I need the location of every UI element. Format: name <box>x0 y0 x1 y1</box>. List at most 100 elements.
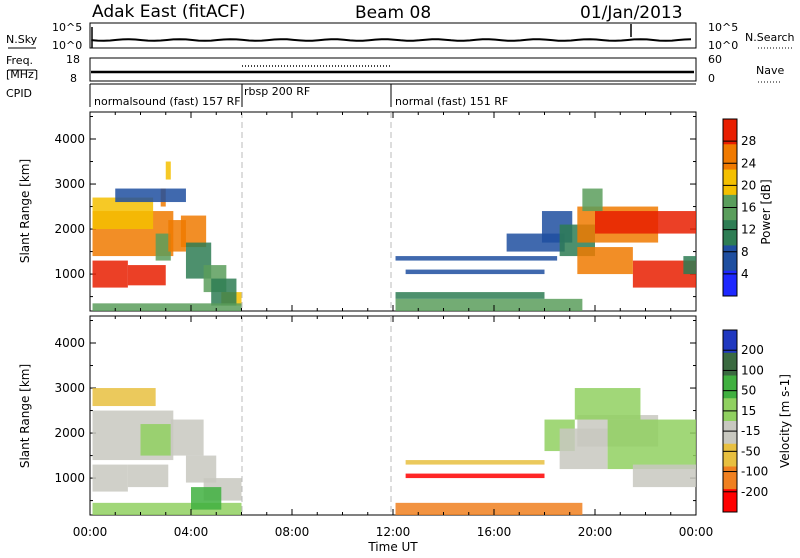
echo-region <box>92 197 154 230</box>
y-tick-label: 2000 <box>54 222 85 236</box>
nsky-tick-bottom: 10^0 <box>52 39 82 52</box>
velocity-colorbar-frame <box>722 329 738 513</box>
echo-region <box>211 278 237 306</box>
echo-region <box>395 292 545 299</box>
colorbar-cell <box>723 489 737 513</box>
nsky-trace <box>91 38 692 42</box>
colorbar-tick-label: 12 <box>741 223 756 237</box>
cpid-mode-2: rbsp 200 RF <box>244 85 310 98</box>
echo-region <box>595 211 696 234</box>
colorbar-cell <box>723 421 737 445</box>
nave-tick-bottom: 0 <box>708 72 715 85</box>
colorbar-tick-label: -50 <box>741 444 761 458</box>
colorbar-cell <box>723 144 737 171</box>
freq-unit: [MHz] <box>6 68 38 81</box>
colorbar-tick-label: 15 <box>741 404 756 418</box>
nave-tick-top: 60 <box>708 53 722 66</box>
echo-region <box>180 215 207 248</box>
date-title: 01/Jan/2013 <box>580 3 683 23</box>
velocity-colorbar-ticks: 200 100 50 15 -15 -50 -100 -200 <box>723 343 768 499</box>
y-tick-label: 3000 <box>54 177 85 191</box>
colorbar-tick-label: 20 <box>741 178 756 192</box>
x-tick-label: 20:00 <box>578 525 613 539</box>
echo-region <box>395 256 558 261</box>
y-tick-label: 2000 <box>54 426 85 440</box>
echo-region <box>140 424 171 456</box>
echo-region <box>607 419 696 470</box>
colorbar-tick-label: 4 <box>741 267 749 281</box>
echo-region <box>92 464 128 492</box>
echo-region <box>155 233 171 261</box>
time-axis-label: Time UT <box>367 540 418 554</box>
freq-panel: Freq. [MHz] 18 8 60 0 Nave <box>6 53 784 85</box>
nsky-label: N.Sky <box>6 33 38 46</box>
colorbar-cell <box>723 330 737 354</box>
beam-title: Beam 08 <box>355 3 431 23</box>
echo-region <box>165 161 171 180</box>
echo-region <box>582 188 603 212</box>
colorbar-cell <box>723 245 737 272</box>
echo-region <box>405 460 545 465</box>
nsearch-tick-top: 10^5 <box>708 21 738 34</box>
echo-region <box>115 188 186 203</box>
echo-region <box>92 260 128 288</box>
colorbar-cell <box>723 169 737 196</box>
echo-region <box>405 269 545 275</box>
power-colorbar-label: Power [dB] <box>759 179 773 244</box>
noise-panel: N.Sky 10^5 10^0 10^5 10^0 N.Search <box>6 21 795 52</box>
colorbar-cell <box>723 398 737 422</box>
colorbar-cell <box>723 352 737 376</box>
y-tick-label: 1000 <box>54 471 85 485</box>
nave-label: Nave <box>756 64 784 77</box>
colorbar-tick-label: -100 <box>741 465 768 479</box>
velocity-colorbar-label: Velocity [m s-1] <box>778 374 792 468</box>
freq-tick-bottom: 8 <box>70 72 77 85</box>
colorbar-tick-label: 28 <box>741 134 756 148</box>
echo-region <box>395 502 583 515</box>
echo-region <box>127 464 169 488</box>
x-tick-label: 16:00 <box>477 525 512 539</box>
colorbar-tick-label: 50 <box>741 384 756 398</box>
x-tick-label: 08:00 <box>275 525 310 539</box>
velocity-panel: Slant Range [km] 1000 2000 3000 4000 <box>18 315 697 516</box>
y-tick-label: 4000 <box>54 132 85 146</box>
freq-tick-top: 18 <box>66 53 80 66</box>
freq-label: Freq. <box>6 54 33 67</box>
power-colorbar: 4 8 12 16 20 24 28 Power [dB] <box>722 118 773 297</box>
colorbar-cell <box>723 119 737 145</box>
power-panel: Slant Range [km] 1000 2000 3000 4000 <box>18 111 697 312</box>
y-tick-label: 3000 <box>54 381 85 395</box>
cpid-mode-3: normal (fast) 151 RF <box>395 95 508 108</box>
nsky-tick-top: 10^5 <box>52 21 82 34</box>
echo-region <box>92 388 156 407</box>
freq-panel-frame <box>89 57 697 82</box>
echo-region <box>405 473 545 479</box>
echo-region <box>127 265 166 286</box>
cpid-mode-1: normalsound (fast) 157 RF <box>94 95 241 108</box>
colorbar-cell <box>723 220 737 246</box>
noise-panel-frame <box>89 22 697 49</box>
nsearch-label: N.Search <box>745 31 795 44</box>
x-tick-label: 00:00 <box>73 525 108 539</box>
echo-region <box>191 487 222 510</box>
echo-region <box>574 388 641 420</box>
colorbar-tick-label: 200 <box>741 343 764 357</box>
velocity-ylabel: Slant Range [km] <box>18 364 32 468</box>
velocity-data <box>92 388 696 515</box>
colorbar-cell <box>723 270 737 297</box>
x-tick-label: 04:00 <box>174 525 209 539</box>
echo-region <box>395 298 583 311</box>
velocity-colorbar-cells <box>723 330 737 513</box>
y-tick-label: 4000 <box>54 336 85 350</box>
colorbar-cell <box>723 466 737 490</box>
radar-title: Adak East (fitACF) <box>92 2 246 22</box>
power-ylabel: Slant Range [km] <box>18 159 32 263</box>
colorbar-tick-label: 100 <box>741 363 764 377</box>
cpid-label: CPID <box>6 87 32 100</box>
y-tick-label: 1000 <box>54 267 85 281</box>
colorbar-tick-label: -200 <box>741 485 768 499</box>
colorbar-cell <box>723 443 737 467</box>
echo-region <box>92 303 242 311</box>
x-tick-label: 00:00 <box>679 525 714 539</box>
echo-region <box>632 464 696 488</box>
